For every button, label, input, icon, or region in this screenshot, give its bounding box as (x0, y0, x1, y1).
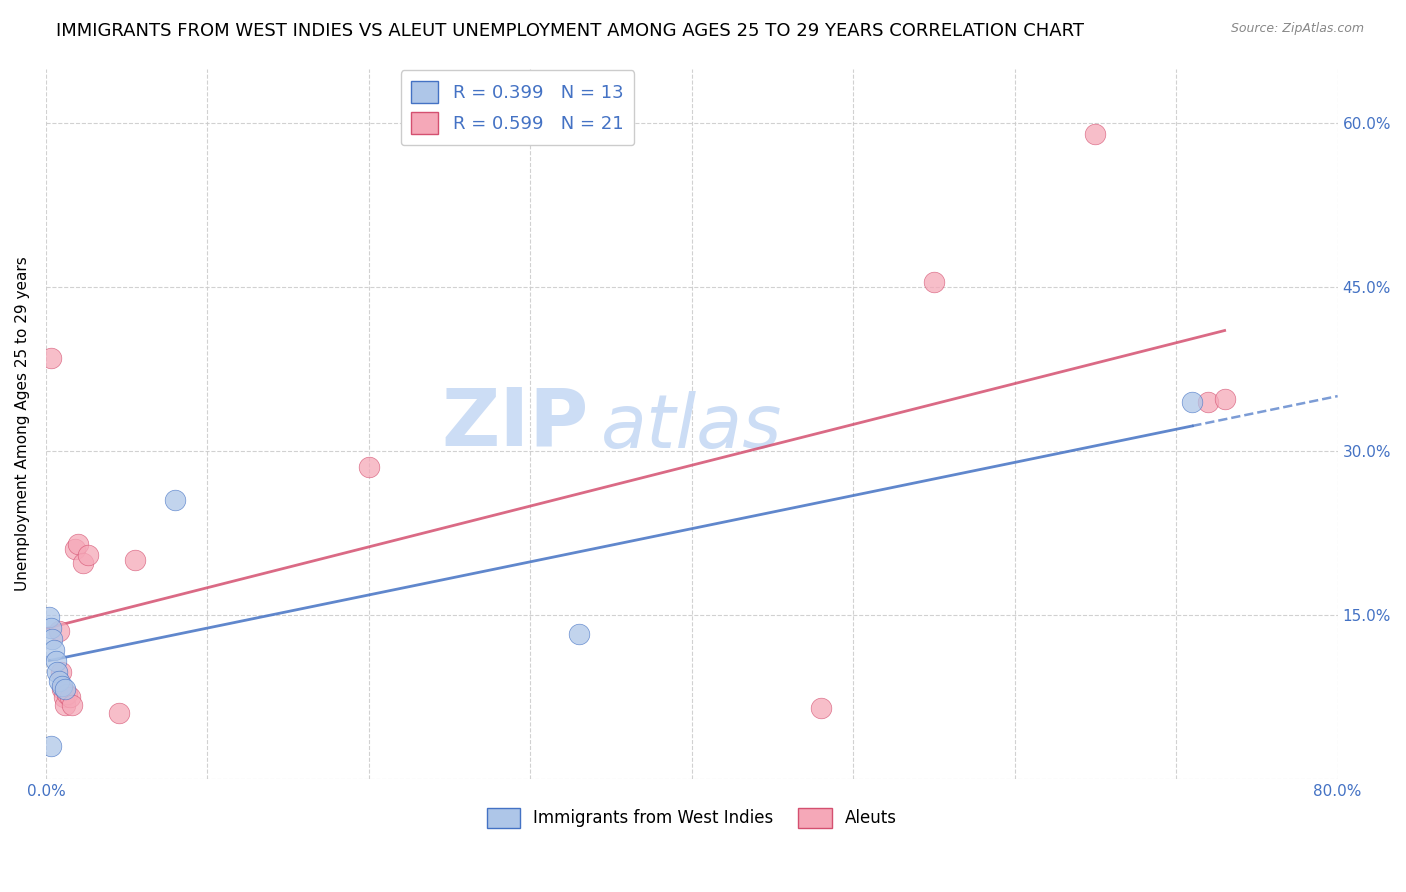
Point (53, 698, 76, 712)
Point (42, 643, 65, 657)
Point (107, 706, 129, 721)
Text: atlas: atlas (602, 392, 783, 463)
Point (49, 665, 72, 679)
Point (39, 351, 62, 366)
Point (39, 621, 62, 635)
Point (922, 275, 945, 289)
Point (1213, 392, 1236, 406)
Point (38, 610, 60, 624)
Legend: Immigrants from West Indies, Aleuts: Immigrants from West Indies, Aleuts (479, 801, 904, 835)
Text: IMMIGRANTS FROM WEST INDIES VS ALEUT UNEMPLOYMENT AMONG AGES 25 TO 29 YEARS CORR: IMMIGRANTS FROM WEST INDIES VS ALEUT UNE… (56, 22, 1084, 40)
Point (1198, 395, 1220, 409)
Point (48, 624, 70, 639)
Text: Source: ZipAtlas.com: Source: ZipAtlas.com (1230, 22, 1364, 36)
Point (59, 690, 82, 704)
Point (51, 679, 73, 693)
Point (52, 690, 75, 704)
Y-axis label: Unemployment Among Ages 25 to 29 years: Unemployment Among Ages 25 to 29 years (15, 256, 30, 591)
Point (124, 553, 146, 567)
Point (45, 654, 67, 668)
Point (63, 542, 86, 557)
Point (41, 632, 63, 646)
Point (39, 739, 62, 753)
Point (1181, 395, 1204, 409)
Point (46, 665, 69, 679)
Point (56, 687, 79, 701)
Point (77, 548, 100, 562)
Point (67, 537, 90, 551)
Point (165, 493, 187, 508)
Point (72, 556, 94, 570)
Point (1084, 127, 1107, 141)
Point (568, 626, 591, 640)
Point (51, 682, 73, 697)
Point (48, 673, 70, 688)
Point (357, 460, 380, 475)
Text: ZIP: ZIP (441, 384, 589, 463)
Point (53, 682, 76, 697)
Point (60, 698, 83, 712)
Point (810, 701, 832, 715)
